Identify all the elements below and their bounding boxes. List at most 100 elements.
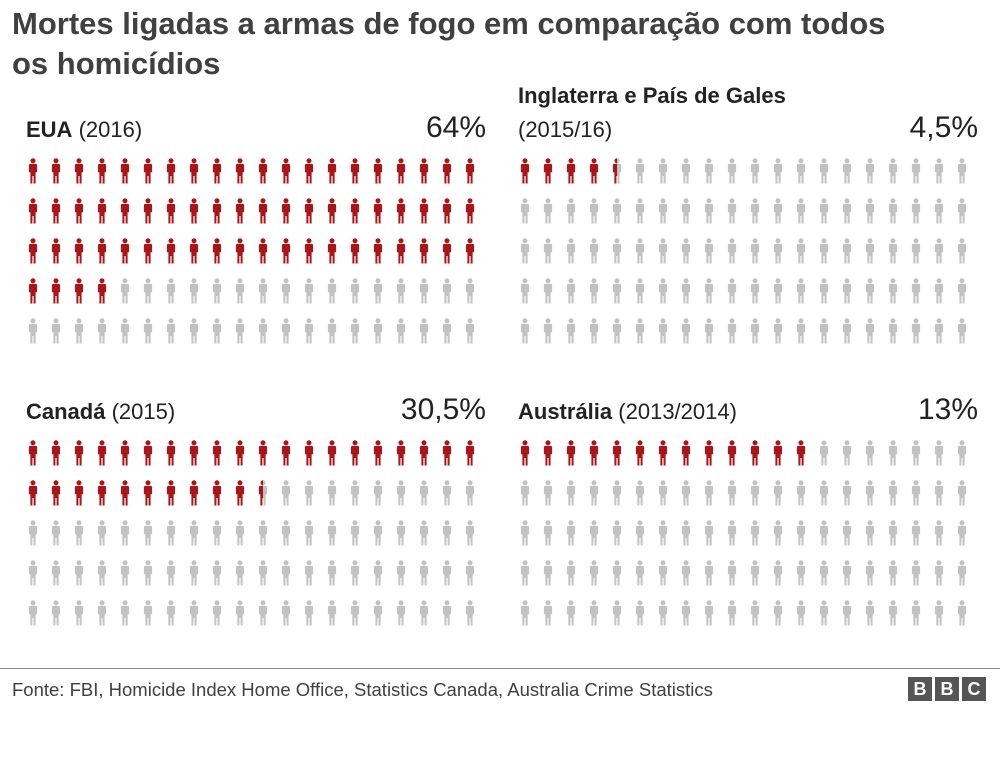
person-icon: [327, 198, 337, 224]
person-icon: [120, 158, 130, 184]
person-icon: [566, 158, 576, 184]
person-icon: [589, 158, 599, 184]
person-icon: [520, 520, 530, 546]
person-icon: [612, 440, 622, 466]
person-icon: [74, 440, 84, 466]
pictogram-grid: [28, 440, 475, 626]
person-icon: [566, 198, 576, 224]
person-icon: [235, 480, 245, 506]
person-icon: [888, 158, 898, 184]
person-icon: [773, 480, 783, 506]
person-icon: [327, 560, 337, 586]
person-icon: [281, 520, 291, 546]
person-icon: [635, 198, 645, 224]
person-icon: [957, 520, 967, 546]
person-icon: [750, 158, 760, 184]
person-icon: [773, 520, 783, 546]
person-icon: [819, 278, 829, 304]
person-icon: [796, 198, 806, 224]
bbc-logo: B B C: [908, 677, 986, 701]
person-icon: [842, 560, 852, 586]
person-icon: [189, 520, 199, 546]
person-icon: [143, 158, 153, 184]
person-icon: [419, 318, 429, 344]
person-icon: [911, 600, 921, 626]
person-icon: [612, 238, 622, 264]
person-icon: [842, 600, 852, 626]
person-icon: [681, 198, 691, 224]
person-icon: [235, 600, 245, 626]
person-icon: [750, 318, 760, 344]
person-icon: [566, 520, 576, 546]
person-icon: [727, 198, 737, 224]
person-icon: [681, 238, 691, 264]
person-icon: [74, 600, 84, 626]
person-icon: [442, 480, 452, 506]
person-icon: [750, 198, 760, 224]
person-icon: [235, 278, 245, 304]
person-icon: [819, 158, 829, 184]
person-icon: [934, 198, 944, 224]
person-icon: [258, 198, 268, 224]
person-icon: [612, 278, 622, 304]
panel-label: Austrália (2013/2014): [518, 398, 737, 426]
person-icon: [681, 158, 691, 184]
person-icon: [658, 480, 668, 506]
panel-label: Canadá (2015): [26, 398, 175, 426]
person-icon: [589, 520, 599, 546]
person-icon: [258, 238, 268, 264]
person-icon: [865, 520, 875, 546]
person-icon: [750, 560, 760, 586]
person-icon: [612, 198, 622, 224]
person-icon: [166, 278, 176, 304]
person-icon: [465, 278, 475, 304]
person-icon: [520, 278, 530, 304]
person-icon: [373, 198, 383, 224]
percent-label: 30,5%: [400, 393, 486, 426]
person-icon: [589, 440, 599, 466]
person-icon: [888, 600, 898, 626]
person-icon: [704, 158, 714, 184]
person-icon: [166, 318, 176, 344]
person-icon: [120, 278, 130, 304]
country-name: Inglaterra e País de Gales: [518, 83, 786, 108]
person-icon: [212, 158, 222, 184]
person-icon: [773, 318, 783, 344]
person-icon: [281, 278, 291, 304]
person-icon: [543, 198, 553, 224]
person-icon: [658, 520, 668, 546]
person-icon: [681, 480, 691, 506]
person-icon: [28, 600, 38, 626]
logo-letter: C: [962, 677, 986, 701]
person-icon: [842, 520, 852, 546]
person-icon: [373, 278, 383, 304]
person-icon: [304, 440, 314, 466]
person-icon: [773, 600, 783, 626]
person-icon: [612, 158, 622, 184]
person-icon: [97, 198, 107, 224]
logo-letter: B: [935, 677, 959, 701]
person-icon: [189, 600, 199, 626]
person-icon: [589, 600, 599, 626]
person-icon: [373, 440, 383, 466]
person-icon: [281, 158, 291, 184]
person-icon: [658, 158, 668, 184]
person-icon: [635, 560, 645, 586]
person-icon: [658, 198, 668, 224]
person-icon: [635, 600, 645, 626]
person-icon: [419, 198, 429, 224]
person-icon: [28, 278, 38, 304]
person-icon: [543, 520, 553, 546]
person-icon: [796, 158, 806, 184]
person-icon: [120, 238, 130, 264]
person-icon: [74, 238, 84, 264]
person-icon: [520, 440, 530, 466]
person-icon: [28, 198, 38, 224]
person-icon: [911, 158, 921, 184]
person-icon: [727, 318, 737, 344]
person-icon: [281, 238, 291, 264]
person-icon: [235, 238, 245, 264]
person-icon: [396, 238, 406, 264]
person-icon: [419, 158, 429, 184]
person-icon: [911, 238, 921, 264]
